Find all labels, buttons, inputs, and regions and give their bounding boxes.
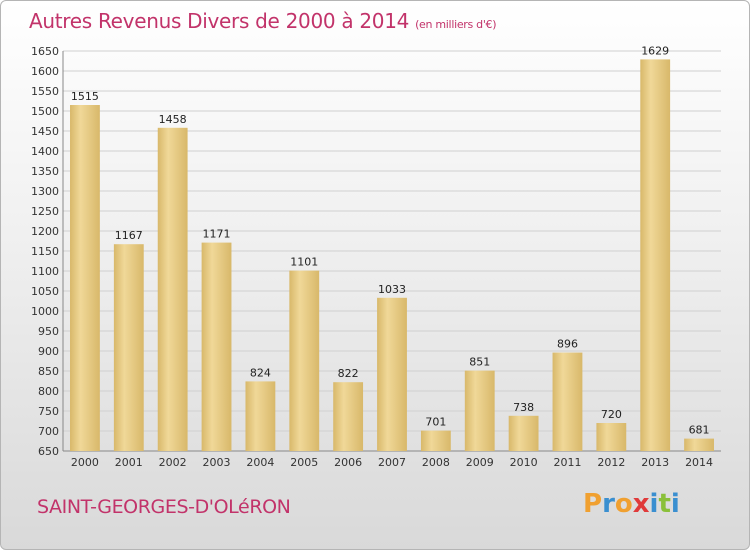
y-tick-label: 1050 (31, 285, 59, 298)
bar-value-label: 701 (425, 416, 446, 429)
y-tick-label: 1400 (31, 145, 59, 158)
bar (508, 415, 539, 451)
commune-name: SAINT-GEORGES-D'OLéRON (37, 496, 291, 518)
bar-value-label: 824 (250, 366, 271, 379)
y-tick-label: 750 (38, 405, 59, 418)
bar-value-label: 1629 (641, 44, 669, 57)
bar-value-label: 822 (338, 367, 359, 380)
bar (245, 381, 276, 451)
x-tick-label: 2002 (159, 456, 187, 469)
y-tick-label: 1500 (31, 105, 59, 118)
logo-letter: r (602, 489, 615, 519)
y-tick-label: 1200 (31, 225, 59, 238)
bar-value-label: 1458 (159, 113, 187, 126)
y-tick-label: 1250 (31, 205, 59, 218)
bar-value-label: 1033 (378, 283, 406, 296)
bar (70, 105, 100, 451)
y-tick-label: 1350 (31, 165, 59, 178)
y-tick-label: 1300 (31, 185, 59, 198)
y-tick-label: 1600 (31, 65, 59, 78)
bar-value-label: 738 (513, 401, 534, 414)
x-tick-label: 2007 (378, 456, 406, 469)
logo-letter: P (583, 489, 603, 519)
y-tick-label: 1550 (31, 85, 59, 98)
bar (333, 382, 364, 451)
y-tick-label: 800 (38, 385, 59, 398)
bar (552, 352, 583, 451)
x-tick-label: 2001 (115, 456, 143, 469)
bar-value-label: 851 (469, 356, 490, 369)
bar-value-label: 896 (557, 338, 578, 351)
bar-value-label: 681 (689, 424, 710, 437)
x-tick-label: 2004 (246, 456, 274, 469)
bar (684, 438, 714, 451)
x-tick-label: 2009 (466, 456, 494, 469)
logo-letter: x (632, 489, 650, 519)
x-tick-label: 2010 (510, 456, 538, 469)
bar (377, 297, 407, 451)
y-tick-label: 1000 (31, 305, 59, 318)
bar (289, 270, 320, 451)
bar-value-label: 1515 (71, 90, 99, 103)
logo-letter: i (649, 489, 659, 519)
y-tick-label: 1100 (31, 265, 59, 278)
bar-value-label: 1167 (115, 229, 143, 242)
logo-letter: i (670, 489, 680, 519)
bar-value-label: 1171 (203, 228, 231, 241)
x-tick-label: 2005 (290, 456, 318, 469)
bar-value-label: 720 (601, 408, 622, 421)
y-tick-label: 950 (38, 325, 59, 338)
bar (113, 244, 144, 451)
bar (201, 242, 232, 451)
x-tick-label: 2003 (203, 456, 231, 469)
bar (596, 423, 627, 451)
y-tick-label: 1650 (31, 45, 59, 58)
x-tick-label: 2013 (641, 456, 669, 469)
x-tick-label: 2006 (334, 456, 362, 469)
x-tick-label: 2008 (422, 456, 450, 469)
bar (420, 430, 451, 451)
title-unit: (en milliers d'€) (415, 18, 497, 31)
chart-title: Autres Revenus Divers de 2000 à 2014 (en … (29, 9, 497, 33)
bar-value-label: 1101 (290, 256, 318, 269)
x-tick-label: 2000 (71, 456, 99, 469)
title-text: Autres Revenus Divers de 2000 à 2014 (29, 9, 410, 33)
y-tick-label: 1450 (31, 125, 59, 138)
x-tick-label: 2011 (553, 456, 581, 469)
bar (640, 59, 671, 452)
y-tick-label: 850 (38, 365, 59, 378)
y-tick-label: 700 (38, 425, 59, 438)
bar (464, 370, 495, 451)
y-tick-label: 900 (38, 345, 59, 358)
logo-letter: t (658, 489, 671, 519)
bar (157, 127, 188, 452)
y-tick-label: 650 (38, 445, 59, 458)
y-tick-label: 1150 (31, 245, 59, 258)
proxiti-logo: Proxiti (583, 489, 680, 519)
x-tick-label: 2014 (685, 456, 713, 469)
x-tick-label: 2012 (597, 456, 625, 469)
logo-letter: o (614, 489, 633, 519)
